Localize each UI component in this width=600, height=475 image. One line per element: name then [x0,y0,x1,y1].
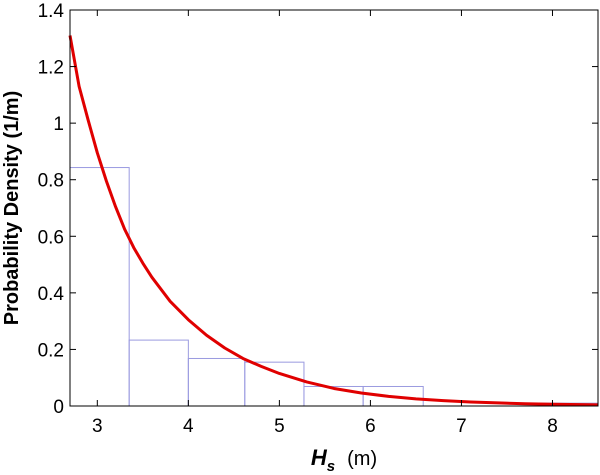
histogram-bar-0 [69,167,130,407]
x-tick-label: 4 [183,416,194,437]
x-axis-symbol: H [311,445,328,470]
y-tick-label: 1.2 [38,58,64,79]
x-tick-label: 5 [274,416,285,437]
density-curve-layer [68,35,599,407]
x-tick-label: 8 [547,416,558,437]
x-axis-label: Hs (m) [311,445,377,475]
x-tick-label: 6 [365,416,376,437]
y-tick-label: 0.2 [38,340,64,361]
y-tick-label: 0.8 [38,171,64,192]
y-axis-label: Probability Density (1/m) [1,91,23,326]
y-tick-label: 1.4 [38,1,65,22]
plot-area-frame [69,9,599,407]
x-axis-unit: (m) [347,448,377,470]
histogram-bar-2 [187,357,246,407]
axis-ticks: 3 4 5 6 7 8 0 0.2 0.4 0.6 0.8 1 1.2 1.4 [38,1,598,437]
x-tick-label: 7 [456,416,467,437]
x-axis-subscript: s [327,458,335,475]
histogram-bars [69,167,599,407]
histogram-bar-1 [128,339,189,407]
y-tick-label: 0 [53,397,64,418]
x-tick-label: 3 [92,416,103,437]
y-tick-label: 0.6 [38,227,64,248]
y-tick-label: 0.4 [38,284,65,305]
histogram-bar-3 [244,361,305,407]
y-tick-label: 1 [53,114,64,135]
density-curve [68,35,599,407]
